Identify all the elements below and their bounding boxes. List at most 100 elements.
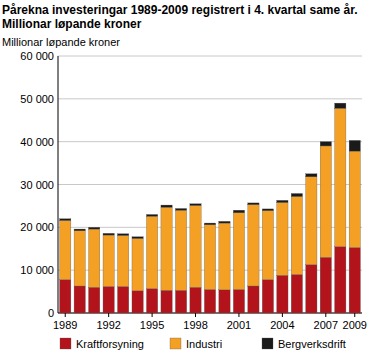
bar	[219, 223, 230, 290]
bar	[103, 235, 114, 286]
bar	[306, 174, 317, 177]
bar	[190, 287, 201, 313]
x-tick	[282, 313, 283, 317]
x-tick	[354, 313, 355, 317]
bar	[219, 221, 230, 223]
x-tick-label: 2004	[270, 319, 294, 331]
bar	[103, 286, 114, 313]
bar	[320, 142, 331, 146]
bar	[74, 231, 85, 286]
y-axis	[58, 56, 59, 313]
title-line: Pårekna investeringar 1989-2009 registre…	[2, 3, 358, 17]
bar	[103, 233, 114, 235]
bar	[146, 214, 157, 216]
bar	[248, 286, 259, 313]
bar	[349, 151, 360, 247]
chart: Pårekna investeringar 1989-2009 registre…	[0, 0, 370, 361]
bar	[248, 203, 259, 205]
x-tick	[152, 313, 153, 317]
bar	[161, 290, 172, 313]
legend-swatch	[60, 338, 71, 349]
bar	[320, 257, 331, 313]
bar	[291, 193, 302, 196]
bar	[349, 247, 360, 313]
bar	[233, 289, 244, 313]
bar	[233, 210, 244, 213]
bar	[320, 146, 331, 257]
x-tick-label: 1995	[140, 319, 164, 331]
x-tick-label: 1992	[96, 319, 120, 331]
bar	[248, 205, 259, 286]
bar	[204, 225, 215, 290]
x-tick-label: 2007	[314, 319, 338, 331]
legend-swatch	[170, 338, 181, 349]
y-tick-label: 40 000	[20, 136, 54, 148]
bar	[132, 291, 143, 313]
grid-line	[58, 141, 362, 142]
bar	[161, 205, 172, 207]
bar	[175, 208, 186, 210]
bar	[262, 209, 273, 211]
bar	[89, 287, 100, 313]
y-tick-label: 20 000	[20, 221, 54, 233]
bars	[60, 103, 361, 313]
bar	[233, 213, 244, 290]
bar	[161, 207, 172, 290]
bar	[60, 219, 71, 221]
legend-label: Industri	[186, 338, 222, 350]
y-tick-label: 30 000	[20, 179, 54, 191]
bar	[349, 140, 360, 151]
bar	[204, 289, 215, 313]
bar	[146, 216, 157, 288]
y-tick-label: 60 000	[20, 50, 54, 62]
bar	[89, 227, 100, 229]
bar	[60, 280, 71, 313]
bar	[277, 275, 288, 313]
bar	[89, 229, 100, 287]
bar	[277, 202, 288, 275]
y-tick-label: 10 000	[20, 264, 54, 276]
bar	[175, 290, 186, 313]
grid-line	[58, 98, 362, 99]
title-line: Millionar løpande kroner	[2, 17, 142, 31]
bar	[74, 229, 85, 231]
bar	[306, 265, 317, 313]
y-label: Millionar løpande kroner	[2, 36, 120, 48]
bar	[219, 290, 230, 313]
bar	[335, 103, 346, 108]
bar	[262, 280, 273, 313]
legend-label: Bergverksdrift	[278, 338, 346, 350]
x-tick	[195, 313, 196, 317]
bar	[190, 205, 201, 287]
x-tick-label: 2009	[343, 319, 367, 331]
bar	[291, 274, 302, 313]
x-tick-label: 1989	[53, 319, 77, 331]
y-tick-label: 50 000	[20, 93, 54, 105]
x-tick-label: 2001	[227, 319, 251, 331]
bar	[277, 200, 288, 202]
bar	[117, 286, 128, 313]
bar	[132, 238, 143, 290]
legend-swatch	[262, 338, 273, 349]
bar	[335, 108, 346, 246]
bar	[175, 210, 186, 290]
grid-line	[58, 56, 362, 57]
bar	[132, 237, 143, 239]
x-tick	[238, 313, 239, 317]
x-tick	[325, 313, 326, 317]
bar	[291, 196, 302, 274]
bar	[117, 235, 128, 286]
bar	[190, 204, 201, 206]
bar	[60, 220, 71, 279]
bar	[204, 223, 215, 225]
bar	[262, 211, 273, 280]
y-tick-label: 0	[48, 307, 54, 319]
bar	[306, 177, 317, 265]
bar	[335, 247, 346, 313]
bar	[74, 286, 85, 313]
x-tick	[108, 313, 109, 317]
bar	[146, 289, 157, 313]
x-tick-label: 1998	[183, 319, 207, 331]
bar	[117, 234, 128, 236]
title: Pårekna investeringar 1989-2009 registre…	[2, 3, 358, 31]
